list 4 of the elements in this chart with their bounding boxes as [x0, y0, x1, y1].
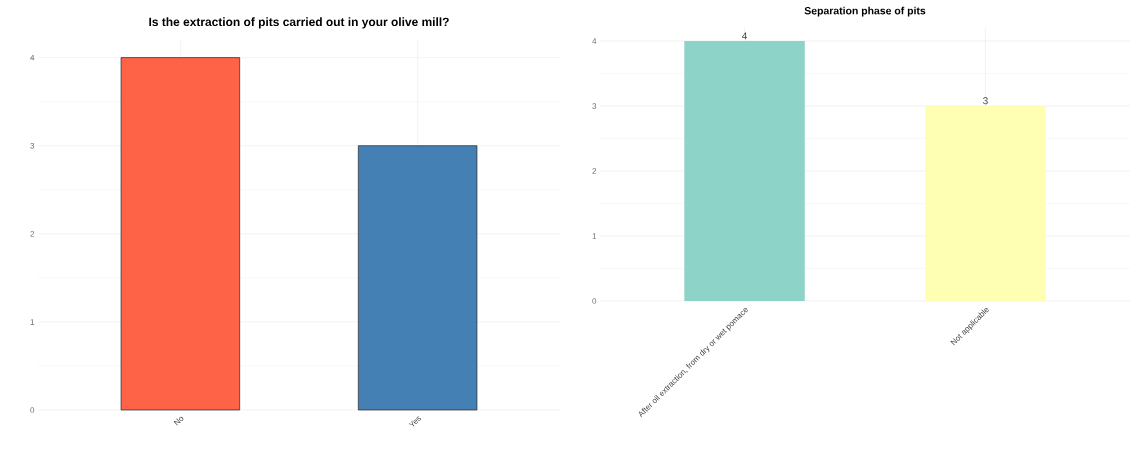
chart-title: Is the extraction of pits carried out in your olive mill? [149, 17, 449, 29]
data-label: 4 [742, 32, 748, 40]
data-label: 3 [983, 97, 988, 105]
chart-title: Separation phase of pits [804, 6, 926, 17]
